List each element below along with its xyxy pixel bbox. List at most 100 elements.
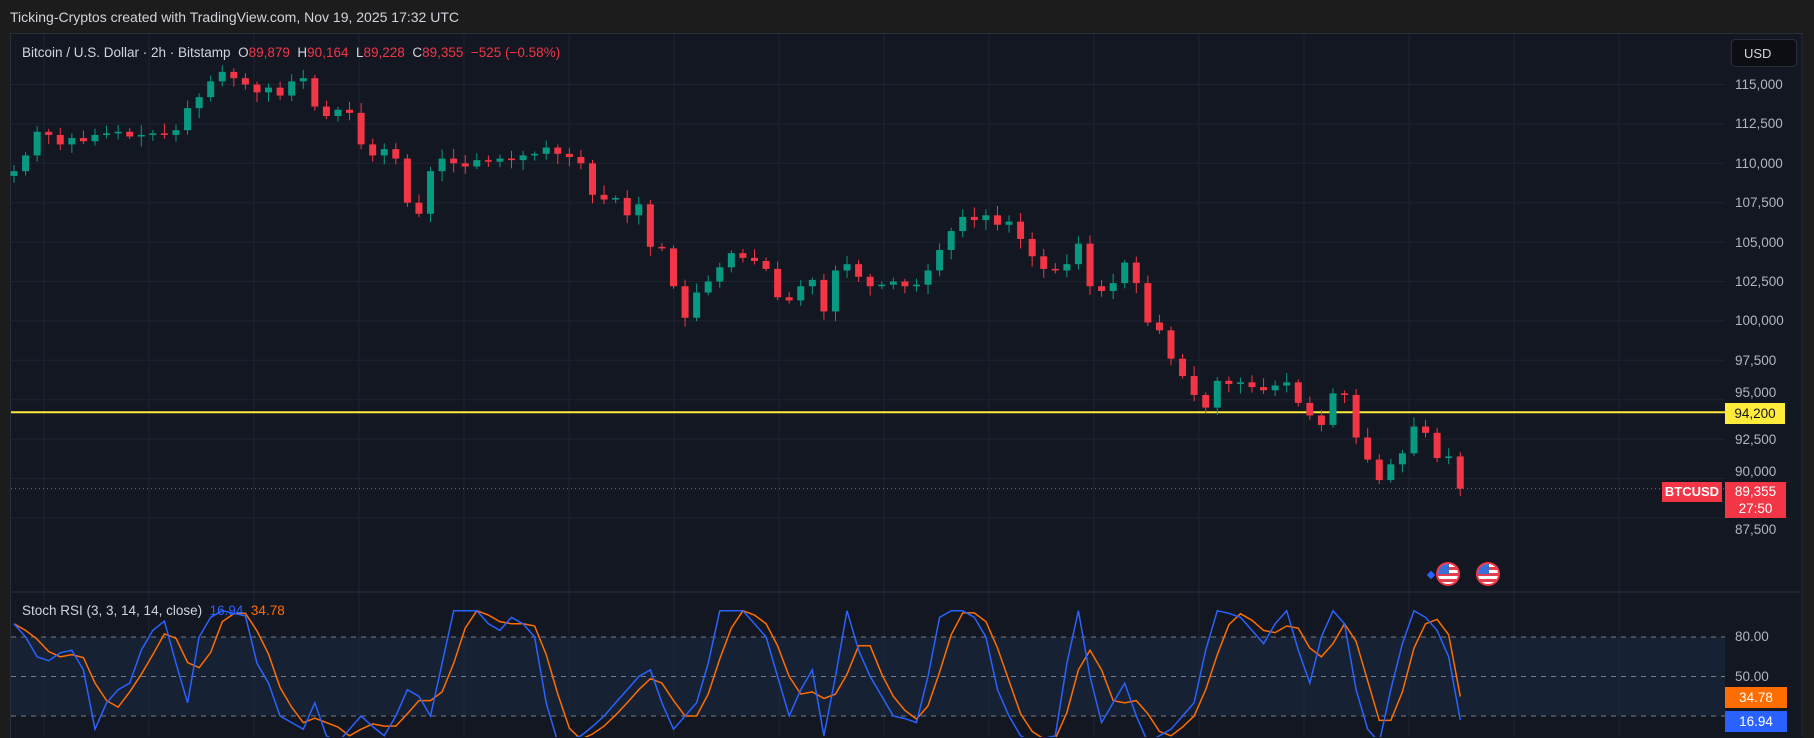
candle-down <box>369 144 377 156</box>
candle-up <box>878 284 886 287</box>
candle-down <box>1364 437 1372 460</box>
candle-down <box>450 158 458 164</box>
candle-up <box>265 87 273 93</box>
candle-down <box>346 109 354 113</box>
candle-down <box>357 112 365 145</box>
candle-down <box>774 268 782 298</box>
price-axis-tick: 90,000 <box>1735 464 1777 479</box>
candle-down <box>681 286 689 318</box>
candle-up <box>1410 426 1418 454</box>
candle-up <box>207 81 215 98</box>
candle-up <box>1236 382 1244 384</box>
stoch-d-tag: 34.78 <box>1725 687 1787 708</box>
candle-up <box>1109 283 1117 291</box>
candle-down <box>322 106 330 117</box>
candle-up <box>334 109 342 117</box>
stoch-k-value: 16.94 <box>209 603 244 618</box>
candle-down <box>461 163 469 167</box>
low-value: 89,228 <box>363 45 405 60</box>
candle-up <box>1387 464 1395 481</box>
candle-up <box>936 249 944 271</box>
change-value: −525 (−0.58%) <box>470 45 561 60</box>
candle-up <box>1271 385 1279 391</box>
stoch-axis-80: 80.00 <box>1735 629 1769 644</box>
candle-up <box>380 149 388 156</box>
candle-down <box>1098 286 1106 291</box>
candle-down <box>484 160 492 162</box>
candle-up <box>612 197 620 200</box>
candle-up <box>91 134 99 142</box>
candle-up <box>172 130 180 135</box>
candle-up <box>68 138 76 145</box>
candle-down <box>750 257 758 262</box>
candle-down <box>1167 330 1175 359</box>
candle-down <box>1341 393 1349 395</box>
level-price-tag: 94,200 <box>1725 403 1785 424</box>
stoch-d-value: 34.78 <box>250 603 285 618</box>
stoch-rsi-legend: Stoch RSI (3, 3, 14, 14, close) 16.94 34… <box>22 603 285 618</box>
stoch-k-tag: 16.94 <box>1725 711 1787 732</box>
candle-up <box>889 281 897 285</box>
candle-down <box>901 281 909 287</box>
currency-button[interactable]: USD <box>1731 39 1797 67</box>
candle-up <box>473 160 481 167</box>
candle-up <box>542 147 550 154</box>
candle-down <box>1132 262 1140 284</box>
symbol-legend: Bitcoin / U.S. Dollar · 2h · Bitstamp O8… <box>22 45 560 60</box>
symbol-tag: BTCUSD <box>1662 482 1722 502</box>
candle-down <box>1225 380 1233 384</box>
candle-down <box>1190 376 1198 395</box>
candle-up <box>519 155 527 161</box>
candle-down <box>230 71 238 79</box>
candle-down <box>739 253 747 258</box>
candle-down <box>820 279 828 312</box>
candle-up <box>797 286 805 301</box>
candle-up <box>727 253 735 268</box>
candle-down <box>1433 432 1441 459</box>
candle-up <box>299 78 307 82</box>
candle-up <box>103 133 111 135</box>
candle-down <box>1144 283 1152 323</box>
candle-down <box>1352 394 1360 438</box>
last-price-tag: 89,355 27:50 <box>1725 482 1786 518</box>
candle-down <box>1306 402 1314 416</box>
candle-down <box>1155 322 1163 331</box>
candle-down <box>855 264 863 277</box>
candle-down <box>1375 459 1383 481</box>
close-value: 89,355 <box>422 45 464 60</box>
price-axis-tick: 100,000 <box>1735 313 1784 329</box>
candle-up <box>195 97 203 109</box>
candle-down <box>160 133 168 135</box>
candle-up <box>184 108 192 131</box>
price-axis-tick: 110,000 <box>1735 155 1783 171</box>
price-axis-tick: 95,000 <box>1735 385 1777 400</box>
price-axis-tick: 87,500 <box>1735 522 1777 537</box>
us-flag-economic-event-icon[interactable] <box>1436 562 1460 586</box>
symbol-name[interactable]: Bitcoin / U.S. Dollar · 2h · Bitstamp <box>22 45 231 60</box>
candle-up <box>1329 393 1337 425</box>
price-axis-tick: 115,000 <box>1735 77 1783 92</box>
close-label: C <box>412 45 423 60</box>
candle-up <box>22 155 30 172</box>
candle-down <box>577 156 585 164</box>
stoch-title[interactable]: Stoch RSI (3, 3, 14, 14, close) <box>22 603 203 618</box>
chart-area[interactable] <box>10 33 1803 738</box>
candle-up <box>716 267 724 282</box>
candle-up <box>1005 221 1013 225</box>
candle-up <box>635 204 643 216</box>
top-bar: Ticking-Cryptos created with TradingView… <box>0 0 1814 33</box>
candle-up <box>947 231 955 250</box>
candle-down <box>253 84 261 93</box>
candle-down <box>669 248 677 287</box>
candle-down <box>276 87 284 96</box>
candle-down <box>658 246 666 249</box>
candle-up <box>924 270 932 285</box>
us-flag-economic-event-icon[interactable] <box>1476 562 1500 586</box>
candle-down <box>565 153 573 157</box>
candle-down <box>79 138 87 142</box>
candle-up <box>831 270 839 312</box>
price-axis-tick: 97,500 <box>1735 352 1777 368</box>
candle-down <box>993 215 1001 225</box>
stoch-d-line <box>13 609 1462 737</box>
